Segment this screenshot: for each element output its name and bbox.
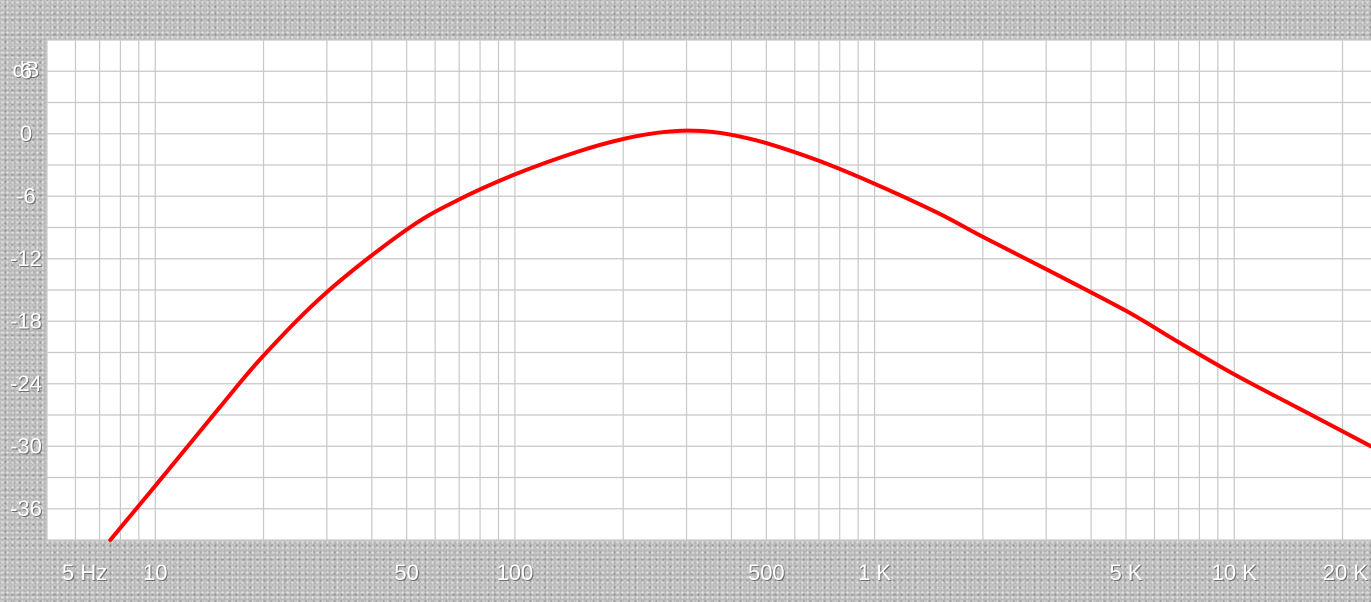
y-tick-label: -36 bbox=[11, 497, 43, 522]
y-axis-unit-label: dB bbox=[14, 58, 41, 83]
x-tick-label: 500 bbox=[748, 560, 785, 585]
grid bbox=[46, 39, 1371, 541]
y-axis-unit-label: dB bbox=[13, 57, 40, 82]
series bbox=[108, 128, 1371, 542]
y-tick-label: 0 bbox=[21, 122, 33, 147]
x-tick-label: 500 bbox=[749, 561, 786, 586]
y-tick-label: -30 bbox=[10, 433, 42, 458]
y-tick-label: 6 bbox=[21, 59, 33, 84]
frequency-response-line bbox=[108, 128, 1371, 542]
x-tick-label: 20 K bbox=[1324, 561, 1370, 586]
y-tick-label: -6 bbox=[17, 184, 37, 209]
y-tick-label: -24 bbox=[10, 371, 42, 396]
y-tick-label: -6 bbox=[16, 183, 36, 208]
x-tick-label: 5 K bbox=[1110, 561, 1143, 586]
x-tick-label: 1 K bbox=[858, 560, 891, 585]
x-tick-label: 1 K bbox=[859, 561, 892, 586]
x-tick-label: 100 bbox=[497, 560, 534, 585]
x-tick-label: 5 Hz bbox=[62, 560, 107, 585]
x-tick-label: 20 K bbox=[1323, 560, 1369, 585]
x-tick-label: 50 bbox=[395, 561, 419, 586]
y-tick-label: -30 bbox=[11, 434, 43, 459]
y-tick-label: -18 bbox=[10, 308, 42, 333]
y-tick-label: -24 bbox=[11, 372, 43, 397]
x-tick-label: 5 K bbox=[1109, 560, 1142, 585]
x-tick-label: 100 bbox=[498, 561, 535, 586]
y-tick-label: -36 bbox=[10, 496, 42, 521]
x-tick-label: 10 bbox=[143, 560, 167, 585]
y-tick-label: -12 bbox=[10, 246, 42, 271]
y-tick-label: -12 bbox=[11, 247, 43, 272]
y-tick-labels: dB dB 6600-6-6-12-12-18-18-24-24-30-30-3… bbox=[10, 57, 43, 522]
y-tick-label: 0 bbox=[20, 121, 32, 146]
x-tick-label: 10 K bbox=[1213, 561, 1259, 586]
y-tick-label: 6 bbox=[20, 58, 32, 83]
y-tick-label: -18 bbox=[11, 309, 43, 334]
x-tick-label: 50 bbox=[394, 560, 418, 585]
x-tick-label: 10 K bbox=[1212, 560, 1258, 585]
x-tick-label: 10 bbox=[144, 561, 168, 586]
x-tick-label: 5 Hz bbox=[63, 561, 108, 586]
